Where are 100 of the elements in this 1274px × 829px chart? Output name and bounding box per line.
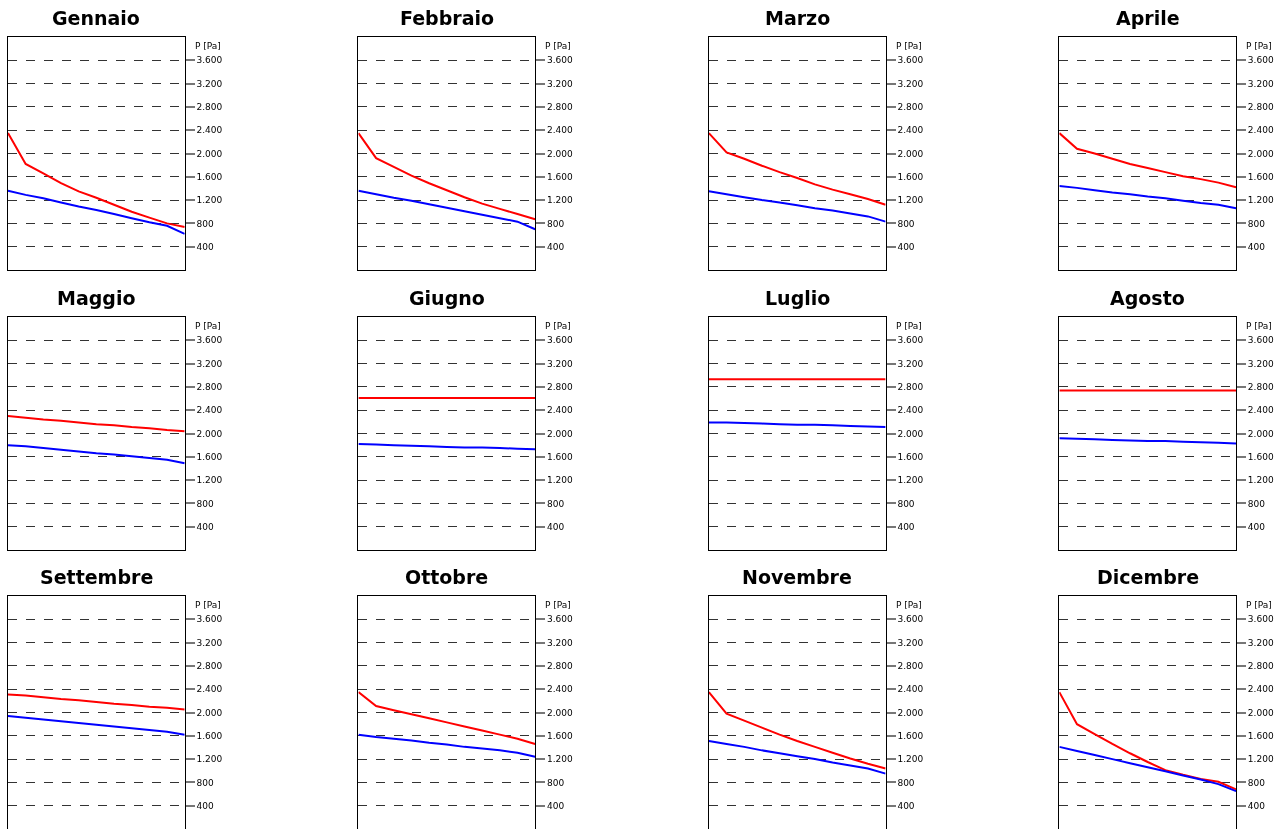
y-tick-label: 3.200	[546, 637, 573, 648]
chart-title: Febbraio	[400, 7, 495, 29]
y-axis-title: P [Pa]	[1246, 41, 1272, 51]
y-tick-label: 2.800	[196, 661, 223, 672]
y-tick-label: 3.200	[546, 78, 573, 89]
y-tick-label: 2.800	[196, 382, 223, 393]
line-series	[7, 415, 185, 433]
y-tick-label: 2.400	[1247, 684, 1274, 695]
y-tick-label: 3.600	[1247, 335, 1274, 346]
y-tick-label: 2.400	[1247, 405, 1274, 416]
line-series	[708, 740, 886, 775]
y-tick-label: 2.000	[1247, 428, 1274, 439]
y-tick-label: 3.600	[196, 335, 223, 346]
y-tick-label: 400	[1247, 521, 1266, 532]
y-tick-label: 1.600	[897, 730, 924, 741]
y-tick-label: 2.400	[196, 684, 223, 695]
y-tick-label: 1.600	[546, 451, 573, 462]
y-tick-label: 3.600	[546, 335, 573, 346]
line-series	[7, 693, 185, 711]
y-tick-label: 2.000	[196, 148, 223, 159]
line-series	[358, 691, 536, 745]
y-tick-label: 800	[1247, 498, 1266, 509]
y-tick-label: 2.800	[897, 382, 924, 393]
y-tick-label: 2.800	[546, 661, 573, 672]
y-tick-label: 400	[196, 241, 214, 252]
y-tick-label: 800	[546, 777, 565, 788]
y-tick-label: 3.200	[897, 78, 924, 89]
y-tick-label: 2.000	[546, 148, 573, 159]
line-series	[1059, 691, 1237, 791]
y-tick-label: 2.400	[897, 684, 924, 695]
y-axis-title: P [Pa]	[545, 321, 571, 331]
y-tick-label: 1.600	[546, 171, 573, 182]
y-tick-label: 800	[1247, 218, 1266, 229]
y-axis-title: P [Pa]	[545, 600, 571, 610]
y-tick-label: 1.600	[546, 730, 573, 741]
y-axis-title: P [Pa]	[195, 41, 221, 51]
y-axis-title: P [Pa]	[896, 600, 922, 610]
y-tick-label: 1.600	[1247, 730, 1274, 741]
y-tick-label: 3.600	[546, 614, 573, 625]
y-tick-label: 2.800	[196, 102, 223, 113]
y-tick-label: 800	[897, 498, 915, 509]
y-axis-title: P [Pa]	[896, 321, 922, 331]
y-tick-label: 2.000	[897, 707, 924, 718]
line-series	[7, 714, 185, 736]
y-tick-label: 400	[897, 521, 915, 532]
chart-title: Aprile	[1116, 7, 1180, 29]
chart-title: Marzo	[765, 7, 831, 29]
y-tick-label: 3.600	[546, 55, 573, 66]
line-series	[7, 189, 185, 235]
y-tick-label: 2.400	[196, 405, 223, 416]
y-tick-label: 2.000	[897, 428, 924, 439]
y-tick-label: 2.400	[1247, 125, 1274, 136]
y-tick-label: 3.200	[196, 358, 223, 369]
y-tick-label: 2.000	[1247, 707, 1274, 718]
y-tick-label: 2.800	[546, 382, 573, 393]
y-tick-label: 3.600	[897, 614, 924, 625]
y-tick-label: 800	[897, 218, 915, 229]
y-tick-label: 800	[196, 777, 214, 788]
line-series	[1059, 132, 1237, 189]
y-tick-label: 3.200	[897, 637, 924, 648]
y-tick-label: 800	[196, 498, 214, 509]
y-tick-label: 1.200	[546, 195, 573, 206]
y-axis-title: P [Pa]	[195, 600, 221, 610]
y-tick-label: 2.400	[196, 125, 223, 136]
y-tick-label: 1.600	[196, 451, 223, 462]
y-tick-label: 800	[546, 218, 565, 229]
y-tick-label: 1.200	[196, 754, 223, 765]
y-tick-label: 400	[1247, 800, 1266, 811]
y-tick-label: 3.600	[1247, 614, 1274, 625]
y-tick-label: 3.600	[196, 55, 223, 66]
y-tick-label: 1.200	[1247, 195, 1274, 206]
y-tick-label: 400	[196, 800, 214, 811]
y-tick-label: 400	[897, 241, 915, 252]
line-series	[7, 132, 185, 228]
y-tick-label: 3.600	[196, 614, 223, 625]
y-tick-label: 1.200	[897, 475, 924, 486]
y-tick-label: 1.600	[196, 730, 223, 741]
line-series	[708, 190, 886, 223]
y-tick-label: 1.200	[196, 475, 223, 486]
y-tick-label: 800	[1247, 777, 1266, 788]
chart-title: Dicembre	[1097, 566, 1200, 588]
y-tick-label: 1.600	[1247, 171, 1274, 182]
chart-title: Gennaio	[52, 7, 140, 29]
chart-title: Giugno	[409, 287, 485, 309]
y-tick-label: 800	[546, 498, 565, 509]
chart-title: Settembre	[40, 566, 154, 588]
y-tick-label: 2.800	[1247, 661, 1274, 672]
y-tick-label: 400	[1247, 241, 1266, 252]
y-tick-label: 3.600	[897, 335, 924, 346]
y-tick-label: 2.000	[897, 148, 924, 159]
y-tick-label: 2.800	[897, 661, 924, 672]
y-tick-label: 3.200	[196, 78, 223, 89]
line-series	[358, 189, 536, 231]
y-axis-title: P [Pa]	[896, 41, 922, 51]
y-tick-label: 800	[196, 218, 214, 229]
y-tick-label: 2.400	[546, 125, 573, 136]
y-tick-label: 2.000	[196, 707, 223, 718]
y-tick-label: 400	[196, 521, 214, 532]
line-series	[7, 444, 185, 465]
y-tick-label: 3.200	[1247, 78, 1274, 89]
